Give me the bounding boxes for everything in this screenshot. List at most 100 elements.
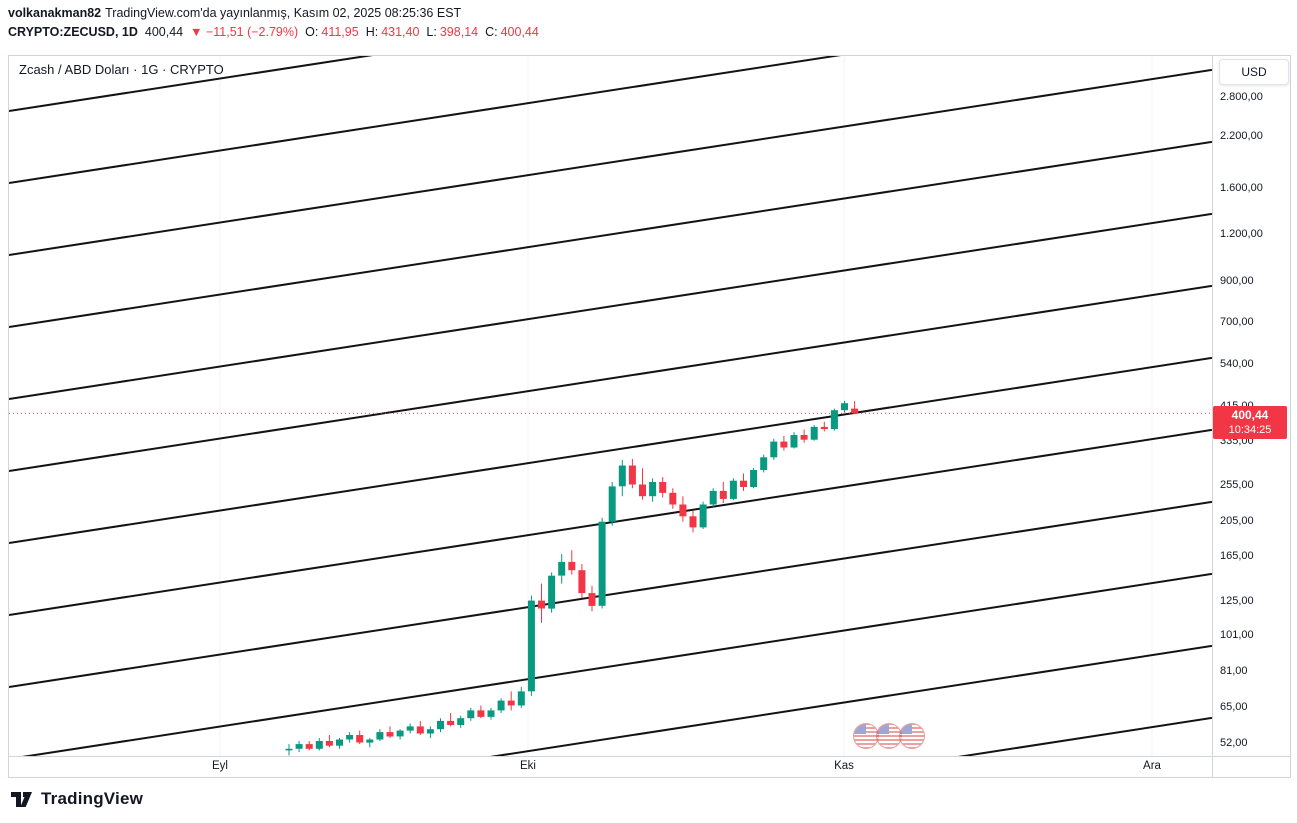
currency-toggle-button[interactable]: USD bbox=[1219, 59, 1289, 85]
chart-widget: Zcash / ABD Doları · 1G · CRYPTO 2.800,0… bbox=[8, 55, 1291, 778]
badge-countdown: 10:34:25 bbox=[1228, 424, 1272, 436]
chart-title: Zcash / ABD Doları · 1G · CRYPTO bbox=[19, 62, 224, 77]
high-label: H: bbox=[365, 25, 379, 39]
last-price-value: 400,44 bbox=[144, 25, 184, 39]
trend-channel-line bbox=[9, 428, 1212, 616]
ohlc-high: H: 431,40 bbox=[366, 25, 420, 39]
candle-body bbox=[820, 426, 828, 430]
price-change: ▼ −11,51 (−2.79%) bbox=[190, 25, 299, 39]
close-value: 400,44 bbox=[500, 25, 539, 39]
candle-body bbox=[699, 504, 707, 528]
trend-channel-line bbox=[9, 284, 1212, 472]
candle-body bbox=[305, 744, 313, 749]
candle-body bbox=[719, 490, 727, 499]
candle-body bbox=[538, 600, 545, 609]
ohlc-close: C: 400,44 bbox=[485, 25, 539, 39]
candle-body bbox=[618, 465, 626, 487]
candle-body bbox=[679, 504, 687, 517]
trend-channel-line bbox=[957, 716, 1212, 756]
price-chart-canvas[interactable] bbox=[9, 56, 1212, 756]
trend-channel-line bbox=[489, 644, 1212, 756]
candle-body bbox=[760, 457, 768, 470]
symbol-name[interactable]: CRYPTO:ZECUSD, 1D bbox=[8, 25, 138, 39]
badge-price: 400,44 bbox=[1231, 408, 1269, 422]
tradingview-logo-icon bbox=[11, 792, 32, 807]
price-axis-label: 205,00 bbox=[1220, 515, 1254, 527]
flag-stripe bbox=[899, 739, 925, 741]
time-axis-label: Ara bbox=[1143, 760, 1161, 772]
time-axis[interactable]: Eyl Eki Kas Ara bbox=[9, 756, 1212, 777]
candle-body bbox=[447, 720, 455, 725]
us-flag-icon bbox=[853, 723, 879, 749]
flag-canton bbox=[876, 723, 889, 734]
candle-body bbox=[336, 739, 343, 746]
close-label: C: bbox=[485, 25, 498, 39]
ohlc-open: O: 411,95 bbox=[305, 25, 359, 39]
candle-body bbox=[477, 710, 485, 717]
flag-stripe bbox=[899, 735, 925, 737]
us-flag-icon bbox=[876, 723, 902, 749]
candle-body bbox=[568, 561, 576, 571]
candle-body bbox=[639, 484, 646, 497]
price-axis-label: 125,00 bbox=[1220, 595, 1254, 607]
candle-body bbox=[457, 718, 465, 725]
candle-body bbox=[426, 729, 434, 734]
flag-ring bbox=[899, 723, 925, 749]
open-label: O: bbox=[305, 25, 319, 39]
last-price-badge: 400,44 10:34:25 bbox=[1213, 406, 1287, 439]
candle-body bbox=[548, 575, 556, 609]
candle-body bbox=[740, 480, 747, 487]
candle-body bbox=[669, 492, 677, 505]
trend-channel-line bbox=[21, 572, 1212, 756]
price-axis-label: 255,00 bbox=[1220, 479, 1254, 491]
candle-body bbox=[659, 482, 667, 493]
time-axis-label: Eyl bbox=[212, 760, 228, 772]
candle-body bbox=[628, 465, 636, 485]
trend-channel-line bbox=[9, 212, 1212, 400]
candle-body bbox=[396, 730, 404, 737]
candle-body bbox=[830, 410, 838, 430]
time-axis-label: Kas bbox=[834, 760, 854, 772]
price-axis-label: 2.800,00 bbox=[1220, 91, 1263, 103]
trend-channel-line bbox=[9, 500, 1212, 688]
candle-body bbox=[800, 435, 808, 440]
candle-body bbox=[558, 561, 566, 576]
candle-body bbox=[578, 570, 586, 594]
candle-body bbox=[366, 739, 374, 743]
flag-stripe bbox=[853, 735, 879, 737]
price-axis-label: 1.200,00 bbox=[1220, 228, 1263, 240]
price-axis-label: 165,00 bbox=[1220, 550, 1254, 562]
us-flag-icon bbox=[899, 723, 925, 749]
price-axis-label: 81,00 bbox=[1220, 665, 1248, 677]
candle-body bbox=[729, 480, 737, 499]
price-axis-label: 2.200,00 bbox=[1220, 130, 1263, 142]
trend-channel-line bbox=[9, 356, 1212, 544]
candle-body bbox=[406, 726, 414, 731]
time-axis-label: Eki bbox=[520, 760, 536, 772]
open-value: 411,95 bbox=[321, 25, 359, 39]
axis-corner bbox=[1212, 756, 1290, 777]
candle-body bbox=[437, 720, 444, 730]
attribution-username: volkanakman82 bbox=[8, 6, 102, 20]
trend-channel-line bbox=[9, 56, 841, 184]
candle-body bbox=[376, 732, 384, 740]
candle-body bbox=[750, 470, 758, 487]
symbol-info-bar: CRYPTO:ZECUSD, 1D 400,44 ▼ −11,51 (−2.79… bbox=[8, 25, 539, 39]
price-axis-label: 65,00 bbox=[1220, 701, 1248, 713]
price-axis-label: 540,00 bbox=[1220, 358, 1254, 370]
flag-stripe bbox=[876, 735, 902, 737]
flag-canton bbox=[853, 723, 866, 734]
candle-body bbox=[507, 700, 515, 706]
candle-body bbox=[325, 741, 333, 746]
candle-body bbox=[841, 403, 848, 411]
candle-body bbox=[346, 735, 354, 740]
flag-stripe bbox=[853, 739, 879, 741]
trend-channel-line bbox=[9, 68, 1212, 256]
candle-body bbox=[527, 600, 535, 692]
trend-channel-line bbox=[9, 140, 1212, 328]
footer-brand[interactable]: TradingView bbox=[10, 789, 143, 809]
candle-body bbox=[315, 741, 323, 749]
price-axis-label: 1.600,00 bbox=[1220, 182, 1263, 194]
low-value: 398,14 bbox=[439, 25, 479, 39]
low-label: L: bbox=[426, 25, 437, 39]
